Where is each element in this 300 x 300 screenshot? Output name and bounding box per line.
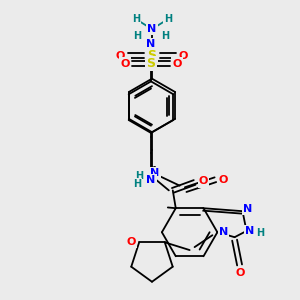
Text: N: N bbox=[150, 168, 160, 178]
Text: H: H bbox=[132, 14, 140, 24]
Text: N: N bbox=[245, 226, 254, 236]
Text: O: O bbox=[219, 175, 228, 185]
Text: O: O bbox=[116, 51, 125, 61]
Text: H: H bbox=[256, 228, 264, 238]
Text: S: S bbox=[146, 57, 155, 70]
Text: O: O bbox=[179, 51, 188, 61]
Text: H: H bbox=[135, 171, 143, 181]
Text: O: O bbox=[172, 58, 182, 69]
Text: N: N bbox=[147, 24, 157, 34]
Text: H: H bbox=[164, 14, 172, 24]
Text: H: H bbox=[161, 31, 169, 41]
Text: N: N bbox=[146, 176, 156, 185]
Text: N: N bbox=[243, 204, 252, 214]
Text: N: N bbox=[219, 227, 228, 237]
Text: H: H bbox=[133, 31, 141, 41]
Text: O: O bbox=[199, 176, 208, 187]
Text: N: N bbox=[146, 39, 156, 49]
Text: O: O bbox=[121, 58, 130, 69]
Text: O: O bbox=[236, 268, 245, 278]
Text: H: H bbox=[133, 179, 141, 189]
Text: S: S bbox=[148, 50, 157, 62]
Text: O: O bbox=[127, 237, 136, 247]
